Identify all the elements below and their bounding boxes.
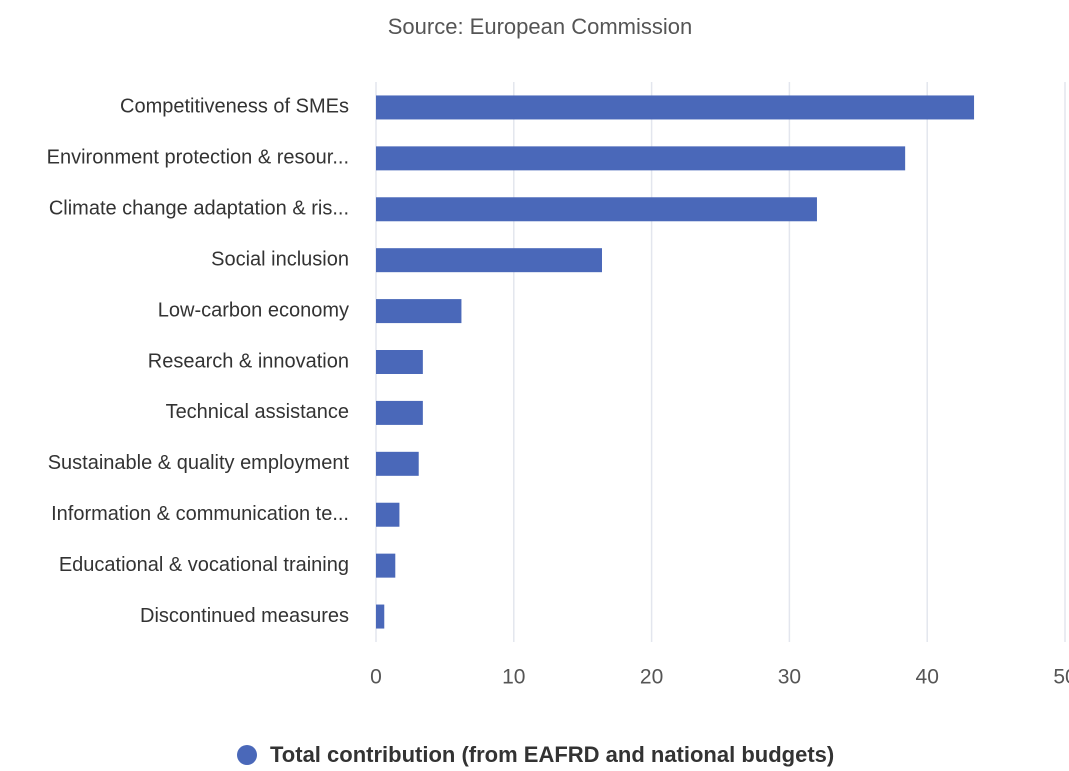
bar (376, 95, 975, 120)
y-tick-label: Climate change adaptation & ris... (49, 198, 349, 220)
y-tick-label: Research & innovation (148, 350, 349, 372)
y-tick-label: Educational & vocational training (59, 554, 349, 576)
bar (376, 604, 385, 629)
y-tick-label: Technical assistance (166, 401, 349, 423)
bar (376, 248, 602, 273)
y-tick-label: Low-carbon economy (158, 299, 349, 321)
bar (376, 299, 462, 324)
x-tick-label: 0 (370, 666, 382, 689)
bar (376, 146, 906, 171)
y-tick-label: Social inclusion (211, 248, 349, 270)
legend-marker (237, 745, 257, 765)
bar (376, 197, 817, 222)
x-tick-label: 40 (916, 666, 939, 689)
bar (376, 400, 423, 425)
x-tick-label: 10 (502, 666, 525, 689)
bar (376, 553, 396, 578)
bar (376, 502, 400, 527)
bar (376, 451, 419, 476)
y-tick-label: Sustainable & quality employment (48, 452, 350, 474)
y-tick-label: Discontinued measures (140, 605, 349, 627)
y-tick-label: Environment protection & resour... (47, 147, 349, 169)
legend-label: Total contribution (from EAFRD and natio… (270, 742, 834, 767)
x-tick-label: 20 (640, 666, 663, 689)
chart-subtitle: Source: European Commission (388, 14, 692, 39)
y-tick-label: Information & communication te... (51, 503, 349, 525)
bar (376, 350, 423, 374)
x-tick-label: 50 (1053, 666, 1069, 689)
y-tick-label: Competitiveness of SMEs (120, 96, 349, 118)
x-tick-label: 30 (778, 666, 801, 689)
